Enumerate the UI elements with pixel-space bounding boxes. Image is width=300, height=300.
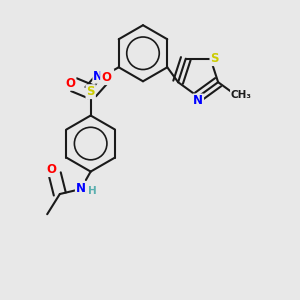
Text: O: O [46,163,56,176]
Text: S: S [86,85,95,98]
Text: H: H [88,186,97,196]
Text: N: N [193,94,203,107]
Text: CH₃: CH₃ [231,90,252,100]
Text: O: O [101,71,111,84]
Text: O: O [65,77,76,90]
Text: NH: NH [93,70,113,83]
Text: S: S [210,52,219,65]
Text: N: N [76,182,86,196]
